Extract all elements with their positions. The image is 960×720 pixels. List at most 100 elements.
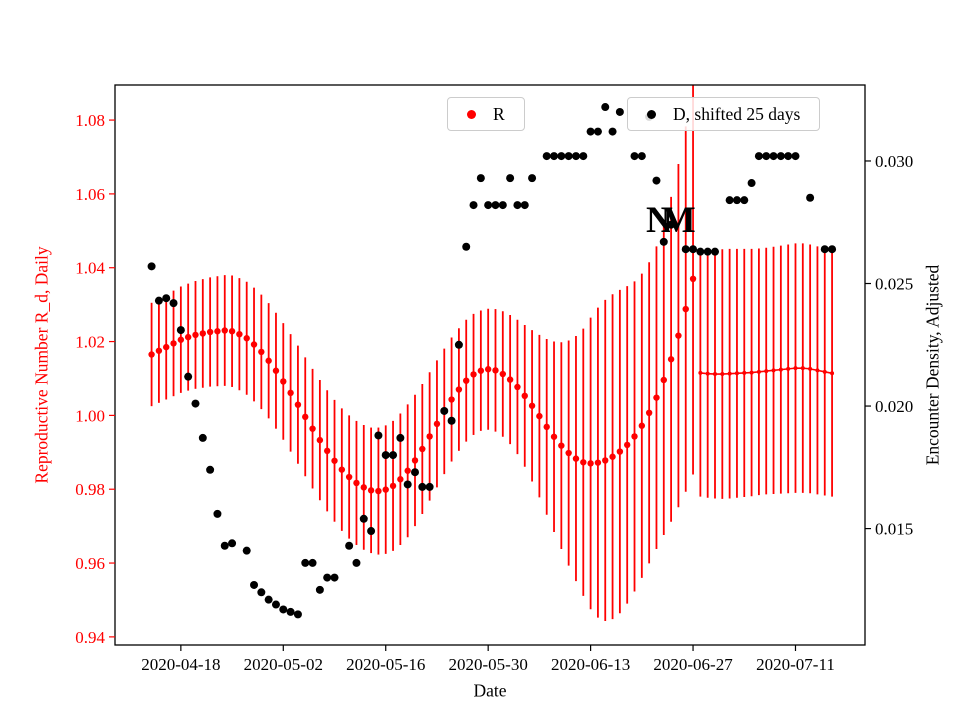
d-point (762, 152, 771, 161)
r-point (316, 436, 324, 444)
r-point (163, 343, 170, 351)
d-point (791, 152, 800, 161)
r-point (565, 449, 572, 457)
r-point (645, 409, 653, 417)
r-point (389, 482, 397, 490)
r-point (602, 457, 609, 464)
r-point (448, 396, 455, 403)
r-point (170, 340, 177, 347)
r-flat-point (822, 369, 827, 374)
r-point (258, 348, 265, 356)
d-point (476, 174, 485, 183)
r-point (477, 367, 485, 374)
d-point (440, 406, 449, 415)
r-point (397, 476, 404, 483)
d-point (659, 237, 668, 246)
d-point (754, 152, 763, 161)
d-point (301, 558, 310, 567)
y-right-tick-label: 0.020 (875, 397, 913, 416)
r-point (528, 402, 536, 409)
r-point (543, 423, 550, 431)
r-point (623, 441, 631, 449)
r-point (192, 331, 199, 339)
y-left-tick-label: 1.04 (75, 259, 105, 278)
r-point (236, 330, 243, 338)
r-point (353, 479, 360, 487)
y-right-tick-label: 0.015 (875, 520, 913, 539)
r-flat-point (808, 366, 813, 371)
x-tick-label: 2020-04-18 (141, 655, 220, 674)
r-point (287, 389, 294, 397)
r-point (206, 328, 214, 336)
r-flat-point (756, 369, 761, 374)
d-point (484, 201, 493, 210)
x-axis-label: Date (473, 680, 507, 701)
r-point (536, 412, 543, 420)
r-point (243, 335, 250, 342)
d-point (447, 416, 456, 425)
d-point (776, 152, 785, 161)
r-point (360, 484, 367, 491)
d-point (228, 539, 237, 548)
d-point (820, 245, 829, 254)
legend-d-marker-icon (647, 109, 656, 119)
d-point (330, 573, 339, 582)
r-flat-point (786, 366, 791, 371)
r-point (638, 422, 646, 429)
r-point (660, 376, 667, 384)
r-point (558, 442, 565, 449)
r-point (463, 377, 470, 384)
r-flat-point (742, 370, 747, 375)
r-point (580, 459, 587, 466)
d-point (425, 482, 434, 491)
d-point (828, 245, 837, 254)
r-point (345, 473, 353, 481)
legend-r-marker-icon (467, 109, 476, 119)
d-point (154, 296, 163, 305)
x-tick-label: 2020-06-13 (551, 655, 630, 674)
r-flat-point (830, 371, 835, 376)
r-flat-point (734, 371, 739, 376)
d-point (315, 585, 324, 594)
r-point (411, 457, 419, 464)
d-point (389, 451, 398, 460)
r-point (426, 433, 433, 440)
d-point (571, 152, 580, 161)
d-point (725, 196, 734, 205)
r-point (272, 367, 280, 374)
d-point (352, 558, 361, 567)
legend-r: R (447, 97, 525, 131)
x-tick-label: 2020-05-30 (449, 655, 528, 674)
d-point (681, 245, 690, 254)
r-point (521, 392, 528, 400)
r-point (572, 455, 580, 462)
r-point (419, 445, 426, 453)
d-point (630, 152, 639, 161)
d-point (579, 152, 588, 161)
d-point (191, 399, 200, 408)
d-point (550, 152, 559, 161)
d-point (271, 600, 280, 609)
r-point (455, 386, 463, 393)
d-point (147, 262, 156, 271)
d-point (374, 431, 383, 440)
r-point (221, 327, 228, 334)
legend-d-label: D, shifted 25 days (673, 103, 801, 124)
r-flat-point (815, 368, 820, 373)
d-point (601, 103, 610, 112)
d-point (667, 220, 676, 229)
d-point (542, 152, 551, 161)
d-point (747, 179, 756, 188)
d-point (784, 152, 793, 161)
r-point (550, 433, 558, 440)
d-point (557, 152, 566, 161)
legend-r-label: R (493, 103, 505, 124)
d-point (593, 127, 602, 136)
d-point (732, 196, 741, 205)
x-tick-label: 2020-06-27 (653, 655, 733, 674)
d-point (652, 176, 661, 185)
r-point (689, 275, 697, 283)
r-point (484, 366, 492, 373)
d-point (608, 127, 617, 136)
